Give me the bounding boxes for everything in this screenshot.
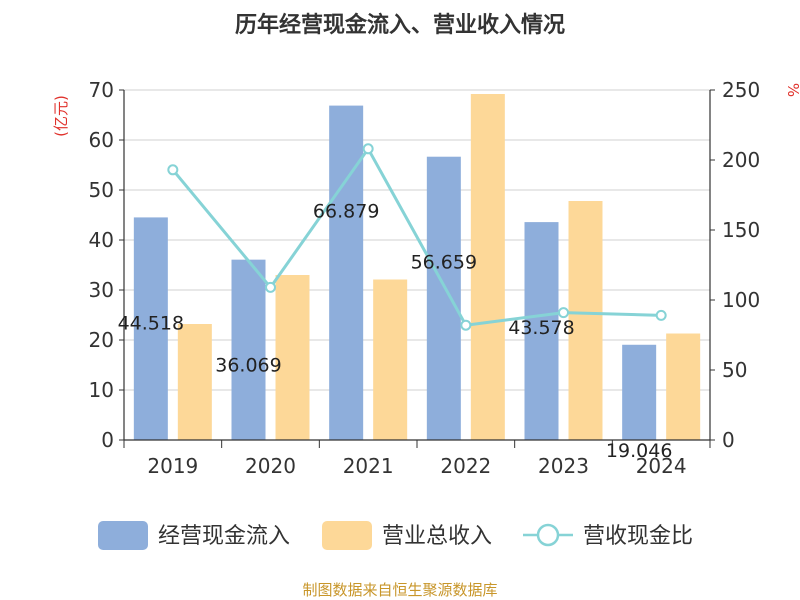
bar: [275, 275, 310, 440]
right-axis-unit: %: [784, 83, 800, 97]
legend-swatch: [322, 521, 372, 550]
axes: 0 10 20 30 40 50 60 70 0 50 100 150 200 250 2019 2020 20…: [89, 78, 761, 478]
line-point: [460, 319, 472, 331]
bar: [666, 333, 701, 440]
bar-marks: [133, 94, 701, 440]
left-tick-label: 70: [89, 78, 114, 102]
x-tick-label: 2022: [440, 454, 491, 478]
bar: [622, 344, 657, 440]
left-tick-label: 50: [89, 178, 114, 202]
bar: [568, 201, 603, 440]
x-tick-label: 2024: [636, 454, 687, 478]
right-tick-label: 100: [722, 288, 760, 312]
left-tick-label: 20: [89, 328, 114, 352]
x-tick-label: 2023: [538, 454, 589, 478]
left-tick-label: 0: [101, 428, 114, 452]
ratio-line: [167, 143, 667, 331]
data-labels: 44.518 36.069 66.879 56.659 43.578 19.046: [118, 201, 673, 462]
left-tick-label: 40: [89, 228, 114, 252]
legend-marker: [536, 523, 560, 547]
left-axis-unit: (亿元): [52, 95, 70, 137]
data-label: 44.518: [118, 312, 184, 334]
legend-swatch: [98, 521, 148, 550]
left-tick-label: 60: [89, 128, 114, 152]
bar: [426, 156, 461, 440]
line-point: [265, 281, 276, 293]
data-label: 56.659: [411, 252, 477, 274]
line-point: [362, 143, 374, 155]
bar: [177, 324, 212, 440]
left-tick-label: 30: [89, 278, 114, 302]
right-tick-label: 0: [722, 428, 735, 452]
bar: [231, 259, 266, 440]
left-tick-label: 10: [89, 378, 114, 402]
right-tick-label: 250: [722, 78, 760, 102]
chart-title: 历年经营现金流入、营业收入情况: [235, 12, 565, 38]
data-label: 19.046: [606, 440, 672, 462]
data-label: 36.069: [215, 355, 281, 377]
data-label: 43.578: [508, 317, 574, 339]
x-tick-label: 2019: [147, 454, 198, 478]
line-point: [167, 164, 179, 176]
legend-label: 营业总收入: [382, 524, 492, 549]
bar: [329, 105, 364, 440]
data-label: 66.879: [313, 201, 379, 223]
legend: 经营现金流入 营业总收入 营收现金比: [98, 521, 693, 550]
bar: [133, 217, 168, 440]
line-point: [558, 307, 569, 319]
x-tick-label: 2021: [343, 454, 394, 478]
bar: [373, 279, 408, 440]
right-tick-label: 50: [722, 358, 747, 382]
line-path: [171, 145, 662, 327]
bar: [470, 94, 505, 440]
source-note: 制图数据来自恒生聚源数据库: [302, 581, 497, 599]
right-tick-label: 150: [722, 218, 760, 242]
line-point: [655, 309, 667, 321]
bar: [524, 222, 559, 440]
right-tick-label: 200: [722, 148, 760, 172]
legend-label: 经营现金流入: [158, 524, 290, 549]
x-tick-label: 2020: [245, 454, 296, 478]
legend-label: 营收现金比: [583, 524, 693, 549]
